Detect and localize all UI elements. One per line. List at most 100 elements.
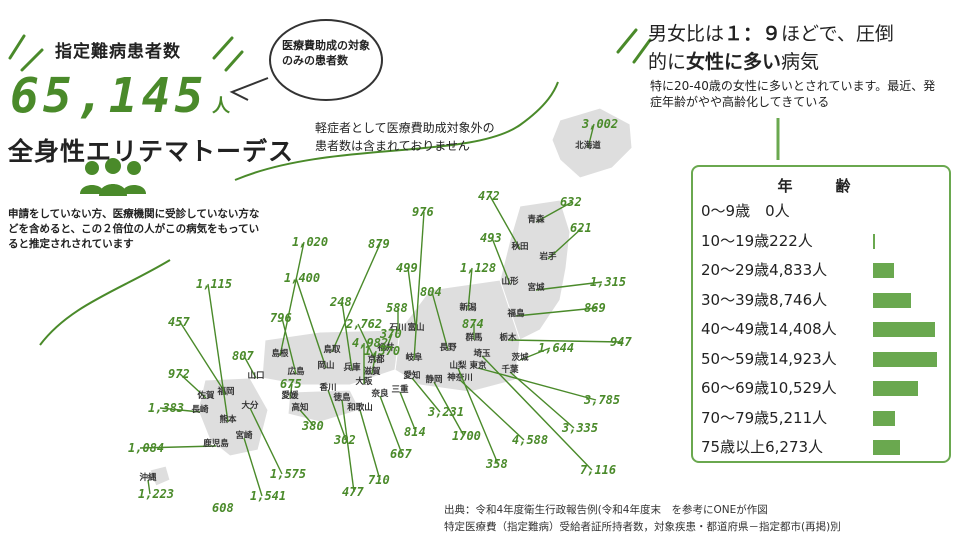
age-label-7: 70〜79歳5,211人 [701, 408, 828, 427]
pref-leader-33 [281, 317, 297, 375]
pref-leader-5 [491, 237, 511, 285]
pref-label-12: 東京 [469, 360, 487, 371]
pref-label-37: 愛媛 [281, 390, 299, 401]
pref-label-40: 佐賀 [196, 390, 215, 401]
pref-label-45: 鹿児島 [202, 438, 229, 449]
pref-value-35: 477 [342, 485, 364, 499]
pref-value-45: 1,084 [128, 441, 164, 455]
pref-label-1: 青森 [527, 214, 545, 225]
pref-leader-2 [547, 227, 583, 260]
pref-label-22: 愛知 [403, 370, 420, 381]
pref-leader-46 [147, 479, 151, 495]
pref-label-32: 岡山 [317, 360, 334, 371]
pref-leader-29 [359, 409, 381, 481]
age-bar-4 [873, 322, 935, 337]
ratio-subtext: 特に20-40歳の女性に多いとされています。最近、発症年齢がやや高齢化してきてい… [650, 79, 936, 109]
pref-value-9: 874 [462, 317, 484, 331]
age-bar-3 [873, 292, 911, 308]
pref-leader-43 [249, 407, 283, 475]
pref-leader-37 [289, 383, 293, 399]
pref-value-20: 370 [379, 327, 402, 341]
pref-label-6: 福島 [506, 308, 525, 319]
pref-value-7: 1,644 [538, 341, 574, 355]
land [149, 107, 633, 487]
pref-value-17: 1,128 [460, 261, 496, 275]
age-bar-7 [873, 410, 896, 426]
age-bar-2 [873, 263, 894, 278]
pref-value-32: 1,400 [284, 271, 320, 285]
pref-label-30: 鳥取 [323, 344, 341, 355]
pref-value-22: 3,231 [427, 405, 464, 419]
pref-label-31: 島根 [271, 348, 289, 359]
pref-leader-44 [243, 437, 263, 497]
decorative-curve-lower [39, 259, 171, 346]
unapplied-note-part1: 申請をしていない方、医療機関に受診していない方などを含めると [8, 208, 260, 235]
pref-value-14: 358 [485, 457, 508, 471]
patients-number: 65,145 [10, 68, 208, 124]
ratio-headline: 男女比は１：９ほどで、圧倒 的に女性に多い病気 [648, 20, 894, 76]
pref-leader-32 [295, 277, 327, 369]
pref-label-34: 山口 [247, 370, 264, 381]
pref-label-8: 栃木 [499, 332, 517, 343]
source-line-2: 特定医療費（指定難病）受給者証所持者数，対象疾患・都道府県－指定都市(再掲)別 [444, 521, 841, 533]
pref-leader-7 [519, 347, 551, 361]
pref-label-41: 長崎 [191, 404, 209, 415]
pref-leader-12 [477, 367, 597, 401]
pref-value-27: 248 [329, 295, 352, 309]
pref-label-42: 熊本 [219, 414, 237, 425]
pref-value-46: 1,223 [138, 487, 174, 501]
pref-label-27: 兵庫 [343, 362, 361, 373]
pref-label-11: 千葉 [501, 364, 519, 375]
pref-label-26: 大阪 [355, 376, 373, 387]
people-icon [80, 158, 146, 196]
pref-leader-20 [385, 333, 393, 351]
honshu-west-land [261, 329, 401, 386]
mild-note: 軽症者として医療費助成対象外の患者数は含まれておりません [315, 121, 495, 153]
unapplied-note-part2: の人がこの病気をもっていると推定されされています [8, 223, 260, 250]
pref-label-4: 宮城 [527, 282, 545, 293]
pref-leader-18 [407, 267, 417, 331]
pref-value-39: 457 [168, 315, 190, 329]
pref-value-34: 807 [232, 349, 254, 363]
age-chart-title: 年 齢 [777, 177, 865, 195]
pref-leader-11 [509, 371, 575, 429]
pref-label-5: 山形 [501, 276, 519, 287]
pref-leader-10 [481, 355, 593, 471]
pref-value-18: 499 [396, 261, 418, 275]
pref-leader-36 [327, 389, 347, 441]
bubble-text: 医療費助成の対象のみの患者数 [282, 39, 370, 67]
pref-label-38: 高知 [291, 402, 308, 413]
pref-value-0: 3,002 [581, 117, 618, 131]
age-label-8: 75歳以上6,273人 [701, 438, 824, 456]
pref-value-11: 3,335 [561, 421, 598, 435]
pref-leader-15 [433, 381, 465, 437]
pref-value-37: 675 [280, 377, 302, 391]
age-label-1: 10〜19歳222人 [701, 231, 813, 250]
age-label-6: 60〜69歳10,529人 [701, 379, 837, 397]
pref-value-47: 608 [212, 501, 234, 515]
pref-leader-40 [179, 373, 207, 399]
pref-value-33: 796 [270, 311, 292, 325]
pref-leader-21 [413, 211, 425, 361]
pref-label-21: 岐阜 [405, 352, 423, 363]
ratio-text-3: 的に [648, 51, 687, 73]
pref-value-8: 947 [610, 335, 632, 349]
age-label-3: 30〜39歳8,746人 [701, 290, 828, 309]
pref-leader-39 [179, 321, 227, 395]
pref-value-12: 3,785 [583, 393, 620, 407]
unapplied-note: 申請をしていない方、医療機関に受診していない方などを含めると、この２倍位の人がこ… [8, 207, 263, 252]
pref-value-15: 1700 [452, 429, 481, 443]
pref-leader-25 [357, 323, 377, 363]
pref-label-43: 大分 [241, 400, 259, 411]
pref-value-41: 1,383 [148, 401, 184, 415]
shikoku-land [287, 389, 361, 423]
pref-leader-23 [399, 391, 417, 433]
pref-value-30: 879 [368, 237, 390, 251]
pref-value-10: 7,116 [580, 463, 616, 477]
pref-value-44: 1,541 [250, 489, 286, 503]
hokkaido-land [551, 107, 633, 179]
age-bar-6 [873, 381, 919, 396]
pref-value-6: 869 [584, 301, 606, 315]
patients-unit: 人 [212, 96, 230, 117]
pref-leader-24 [371, 350, 377, 375]
